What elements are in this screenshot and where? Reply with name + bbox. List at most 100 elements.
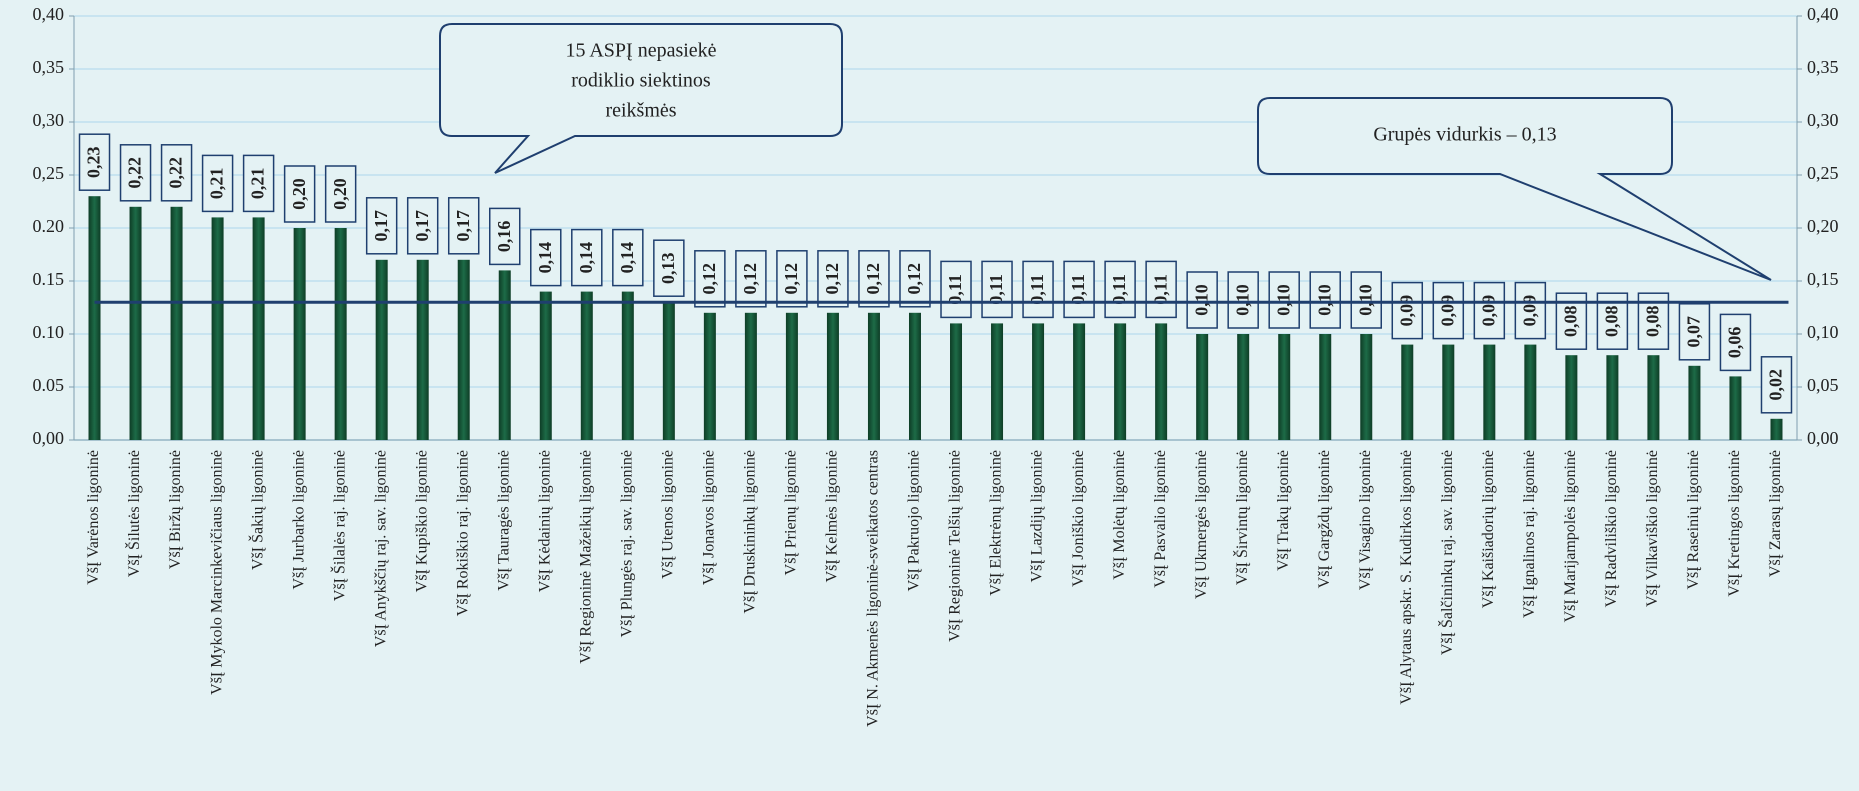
value-label: 0,21: [248, 168, 268, 200]
value-label-box: [899, 250, 931, 308]
value-label: 0,17: [412, 210, 432, 242]
bar: [129, 206, 142, 440]
value-label-box: [1432, 281, 1465, 340]
y2-tick-label: 0,35: [1807, 57, 1839, 77]
value-label-box: [653, 239, 685, 297]
x-tick-label: VšĮ Joniškio ligoninė: [1070, 450, 1087, 587]
x-tick-label: VšĮ Varėnos ligoninė: [85, 450, 102, 585]
bar: [334, 228, 347, 440]
bar: [1237, 334, 1250, 440]
value-label: 0,10: [1232, 284, 1252, 316]
y-tick-label: 0.15: [33, 269, 65, 289]
value-label: 0,17: [453, 210, 473, 242]
x-tick-label: VšĮ Kelmės ligoninė: [824, 450, 841, 582]
y2-tick-label: 0,25: [1807, 163, 1839, 183]
value-label-box: [530, 228, 562, 287]
value-label: 0,09: [1437, 295, 1457, 327]
value-label: 0,07: [1684, 316, 1704, 348]
x-tick-label: VšĮ Šalčininkų raj. sav. ligoninė: [1437, 450, 1456, 655]
value-label: 0,11: [1068, 274, 1088, 305]
value-label: 0,08: [1643, 305, 1663, 337]
value-label-box: [1678, 303, 1711, 361]
bar: [252, 217, 265, 440]
value-label: 0,08: [1602, 305, 1622, 337]
value-label-box: [817, 250, 849, 308]
y-tick-label: 0,25: [33, 163, 65, 183]
value-label: 0,09: [1478, 295, 1498, 327]
y2-tick-label: 0,30: [1807, 110, 1839, 130]
value-label: 0,21: [207, 168, 227, 200]
value-label: 0,20: [289, 178, 309, 210]
value-label: 0,22: [125, 157, 145, 189]
bar: [416, 259, 429, 440]
y2-tick-label: 0,10: [1807, 322, 1839, 342]
bar: [703, 312, 716, 440]
x-tick-label: VšĮ Širvintų ligoninė: [1232, 450, 1251, 585]
value-label-box: [119, 144, 152, 202]
value-label: 0,11: [945, 274, 965, 305]
value-label-box: [1309, 271, 1341, 329]
x-tick-label: VšĮ Anykščių raj. sav. ligoninė: [372, 450, 389, 647]
value-label-box: [1022, 260, 1054, 319]
x-tick-label: VšĮ Mykolo Marcinkevičiaus ligoninė: [208, 450, 225, 695]
bar: [867, 312, 880, 440]
y2-tick-label: 0,00: [1807, 428, 1839, 448]
y-tick-label: 0.05: [33, 375, 65, 395]
value-label-box: [1514, 281, 1547, 340]
bar: [785, 312, 798, 440]
x-tick-label: VšĮ Marijampolės ligoninė: [1562, 450, 1579, 622]
y-tick-label: 0.20: [33, 216, 65, 236]
value-label-box: [694, 250, 726, 308]
value-label: 0,06: [1725, 327, 1745, 359]
value-label-box: [242, 154, 275, 213]
x-tick-label: VšĮ Radviliškio ligoninė: [1603, 450, 1620, 607]
x-tick-label: VšĮ Alytaus apskr. S. Kudirkos ligoninė: [1398, 450, 1415, 705]
x-tick-label: VšĮ Druskininkų ligoninė: [742, 450, 759, 614]
x-tick-label: VšĮ Jurbarko ligoninė: [290, 450, 307, 590]
x-tick-label: VšĮ Molėtų ligoninė: [1111, 450, 1128, 580]
bar: [1606, 355, 1619, 440]
bar: [375, 259, 388, 440]
y-tick-label: 0.10: [33, 322, 65, 342]
x-tick-label: VšĮ Visagino ligoninė: [1357, 450, 1374, 590]
annotation: rodiklio siektinos: [571, 70, 711, 92]
value-label-box: [324, 165, 357, 223]
x-tick-label: VšĮ Regioninė Telšių ligoninė: [947, 450, 964, 642]
value-label: 0,11: [1027, 274, 1047, 305]
y2-tick-label: 0,15: [1807, 269, 1839, 289]
x-tick-label: VšĮ Kaišiadorių ligoninė: [1480, 450, 1497, 608]
value-label: 0,11: [1109, 274, 1129, 305]
bar: [908, 312, 921, 440]
value-label-box: [201, 154, 234, 213]
value-label: 0,22: [166, 157, 186, 189]
value-label-box: [160, 144, 193, 202]
bar: [826, 312, 839, 440]
value-label-box: [283, 165, 316, 223]
x-tick-label: VšĮ Utenos ligoninė: [660, 450, 677, 579]
value-label: 0,08: [1560, 305, 1580, 337]
bar: [211, 217, 224, 440]
bar: [1114, 323, 1127, 440]
x-tick-label: VšĮ N. Akmenės ligoninė-sveikatos centra…: [865, 450, 882, 727]
bar: [1524, 344, 1537, 440]
value-label-box: [940, 260, 972, 319]
value-label: 0,16: [494, 221, 514, 253]
value-label-box: [447, 197, 480, 255]
value-label: 0,12: [822, 263, 842, 295]
value-label: 0,13: [658, 252, 678, 284]
x-tick-label: VšĮ Kupiškio ligoninė: [413, 450, 430, 592]
x-tick-label: VšĮ Rokiškio raj. ligoninė: [454, 450, 471, 616]
value-label: 0,17: [371, 210, 391, 242]
value-label-box: [1350, 271, 1382, 329]
bar: [1565, 355, 1578, 440]
bar: [1032, 323, 1045, 440]
value-label-box: [1268, 271, 1300, 329]
x-tick-label: VšĮ Šakių ligoninė: [247, 450, 266, 570]
x-tick-label: VšĮ Šilalės raj. ligoninė: [329, 450, 348, 601]
bar: [1360, 334, 1373, 440]
x-tick-label: VšĮ Biržų ligoninė: [167, 450, 184, 569]
bar: [1729, 376, 1742, 440]
value-label: 0,09: [1396, 295, 1416, 327]
value-label: 0,10: [1355, 284, 1375, 316]
